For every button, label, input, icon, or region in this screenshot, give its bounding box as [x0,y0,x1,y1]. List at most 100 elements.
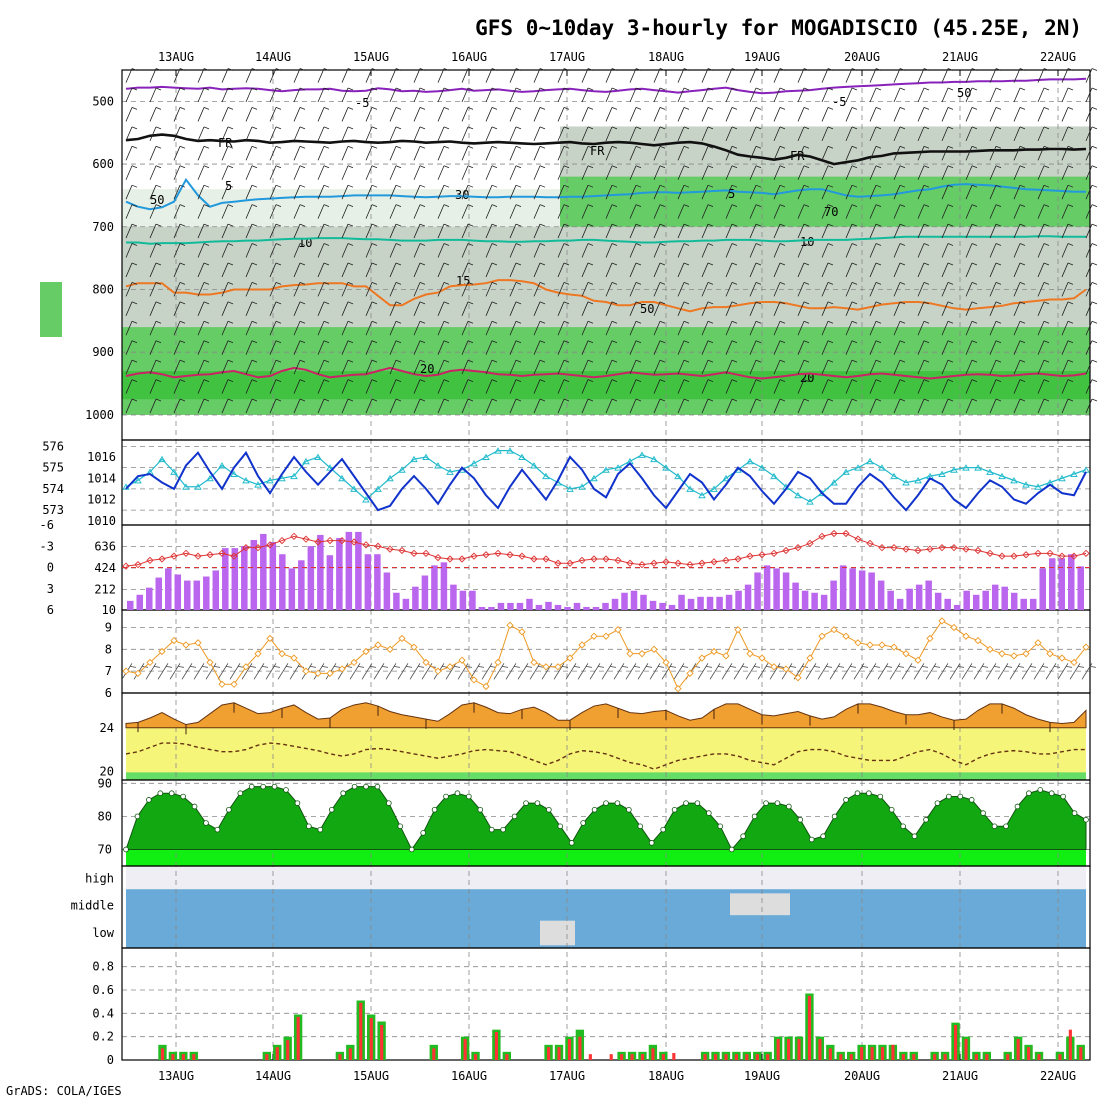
li-point [206,551,214,559]
wind-barb [197,68,210,83]
wind10m-point [1034,639,1042,647]
rh2m-point [443,793,449,800]
wind-barb [701,301,714,316]
precip-conv-bar [547,1047,551,1060]
cape-bar [811,592,818,610]
wind-barb [317,184,330,200]
wind10m-barb [613,663,629,680]
wind-barb [1061,340,1074,355]
cape-bar [782,572,790,610]
thickness-point [710,485,718,492]
thickness-point [230,470,238,477]
li-point [122,562,130,570]
wind-barb [605,184,618,200]
wind10m-point [1010,652,1018,660]
wind-barb [821,145,834,161]
precip-conv-bar [578,1036,582,1060]
wind-barb [269,184,282,200]
rh2m-point [363,783,369,790]
li-point [434,553,442,562]
wind-barb [485,282,498,297]
wind10m-point [542,663,550,671]
wind-barb [485,223,498,239]
thickness-point [590,474,598,482]
wind-barb [821,68,834,83]
wind-barb [173,262,186,278]
wind-barb [773,145,786,161]
wind-barb [557,379,570,394]
wind10m-point [710,647,718,656]
precip-conv-bar [620,1054,624,1060]
date-label-bottom: 19AUG [744,1069,780,1083]
ytick-cape: 636 [94,540,116,554]
rh-band-green-upper [560,176,1090,227]
wind-barb [1085,184,1098,200]
wind-barb [437,223,450,239]
wind10m-barb [841,663,857,680]
wind-barb [773,165,786,180]
wind-barb [605,145,618,161]
wind-barb [245,87,258,103]
wind-barb [413,243,426,258]
wind10m-point [266,634,274,643]
rh2m-point [557,823,564,830]
wind10m-point [206,658,214,667]
rh2m-point [1071,810,1078,816]
date-label-bottom: 16AUG [451,1069,487,1083]
wind-barb [893,87,906,103]
wind-barb [557,68,570,83]
wind-barb [293,243,306,258]
wind-barb [821,282,834,297]
wind-barb [701,223,714,239]
wind-barb [173,243,186,258]
wind-barb [461,87,474,103]
precip-conv-bar [1037,1054,1041,1060]
wind-barb [557,262,570,278]
cape-bar [469,590,476,610]
cape-bar [222,548,229,610]
wind-barb [437,68,450,83]
wind-barb [365,398,378,414]
wind-barb [893,359,906,375]
ytick-cloud: high [85,871,114,885]
li-point [962,545,970,553]
wind-barb [917,262,930,278]
precip-conv-bar [296,1016,300,1060]
ytick-wind: 8 [105,642,112,656]
wind-barb [341,204,354,219]
wind-barb [197,282,210,297]
precip-conv-bar [338,1054,342,1060]
wind10m-barb [1045,663,1061,680]
precip-conv-bar [557,1047,561,1060]
wind-barb [485,243,498,258]
cape-bar [497,602,505,610]
wind-barb [965,340,978,355]
wind-barb [1061,87,1074,103]
thickness-point [566,485,574,492]
wind-barb [1013,398,1026,414]
wind-barb [749,223,762,239]
wind-barb [149,243,162,258]
wind-barb [989,165,1002,180]
wind10m-barb [589,663,605,680]
thickness-point [350,485,358,492]
thickness-point [302,457,310,465]
cape-bar [915,584,923,610]
wind10m-point [398,634,406,643]
wind-barb [1061,359,1074,375]
rh2m-point [351,783,358,790]
ytick-rh2m: 70 [98,842,112,856]
thickness-point [1022,481,1030,488]
wind-barb [173,204,186,219]
cape-bar [421,575,429,610]
wind-barb [269,165,282,180]
wind10m-barb [553,663,569,680]
wind-barb [437,145,450,161]
wind-barb [221,87,234,103]
wind10m-point [638,650,646,658]
wind-barb [1085,126,1098,142]
wind-barb [725,87,738,103]
rh2m-point [866,790,872,797]
wind-barb [1037,243,1050,258]
wind-barb [197,87,210,103]
